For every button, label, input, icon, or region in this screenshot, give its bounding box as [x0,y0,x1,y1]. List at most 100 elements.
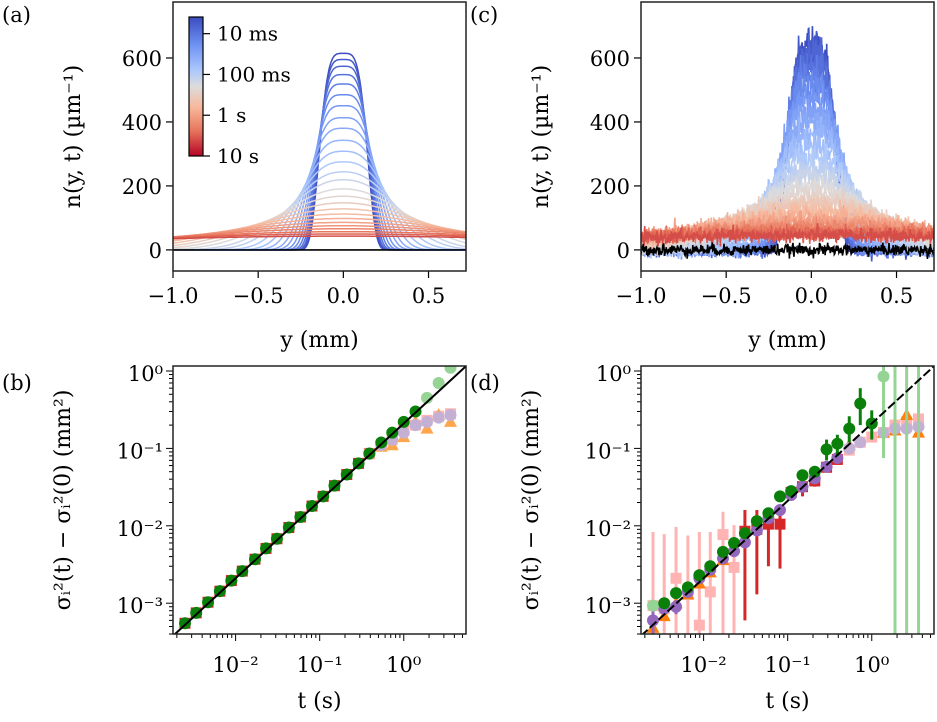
circle-marker [796,469,809,482]
profile-curve [173,233,466,239]
y-tick-label: 200 [122,175,162,199]
circle-marker [820,460,833,473]
profile-curve [173,228,466,238]
y-tick-label: 600 [590,47,630,71]
y-tick-label: 10⁰ [128,362,163,386]
panel-d: (d) 10⁻² 10⁻¹ 10⁰ 10⁻³ 10⁻² 10⁻¹ 10⁰ t (s) σᵢ²(t)… [470,362,935,714]
y-tick-label: 10⁰ [596,362,631,386]
circle-marker [773,490,786,503]
circle-marker [420,415,433,428]
circle-marker [670,600,683,613]
axes-frame [640,365,935,635]
data-series [658,388,878,610]
circle-marker [843,442,856,455]
y-axis-label: n(y, t) (µm⁻¹) [61,65,86,208]
circle-marker [444,366,457,374]
colorbar-tick-label: 100 ms [217,62,291,86]
circle-marker [282,521,295,534]
circle-marker [409,419,422,432]
square-marker [704,586,716,598]
y-tick-label: 400 [122,111,162,135]
data-series [843,420,925,455]
circle-marker [785,485,798,498]
panel-a: (a) −1.0 −0.5 0.0 0.5 0 200 400 600 10 ms 100 ms 1 … [2,1,467,353]
circle-marker [432,376,445,389]
profile-curve [173,179,466,251]
panel-c: (c) −1.0 −0.5 0.0 0.5 0 200 400 600 y (mm) n(y, t)… [470,1,935,353]
y-tick-label: 10⁻³ [117,594,163,618]
panel-label: (c) [470,3,498,27]
x-tick-label: 0.0 [795,284,828,308]
panel-label: (b) [2,371,32,395]
axes-frame [172,1,467,272]
colorbar-gradient [188,16,204,157]
y-tick-label: 10⁻² [585,517,631,541]
x-axis-label: y (mm) [279,328,358,353]
circle-marker [808,465,821,478]
y-axis-label: σᵢ²(t) − σᵢ²(0) (mm²) [51,390,76,611]
y-tick-label: 10⁻¹ [585,439,631,463]
data-series [420,366,457,404]
profile-curve [173,230,466,238]
fit-line [641,366,934,634]
fit-line [173,366,466,634]
y-tick-label: 0 [617,239,630,263]
x-tick-label: 10⁻¹ [765,653,811,677]
square-marker [774,518,786,530]
circle-marker [444,409,457,422]
circle-marker [670,587,683,600]
colorbar-tick-label: 10 ms [217,22,278,46]
y-tick-label: 0 [149,239,162,263]
panel-b: (b) 10⁻² 10⁻¹ 10⁰ 10⁻³ 10⁻² 10⁻¹ 10⁰ t (s) σᵢ²(t)… [2,362,467,714]
panel-label: (d) [470,371,500,395]
x-tick-label: 10⁻¹ [297,653,343,677]
x-tick-label: 0.5 [880,284,913,308]
circle-marker [190,606,203,619]
circle-marker [877,370,890,383]
y-axis-label: n(y, t) (µm⁻¹) [529,65,554,208]
x-tick-label: 10⁻² [680,653,726,677]
profile-curve [641,223,934,247]
x-axis-label: t (s) [297,689,341,714]
circle-marker [728,536,741,549]
y-tick-label: 10⁻² [117,517,163,541]
colorbar: 10 ms 100 ms 1 s 10 s [188,16,291,168]
circle-marker [658,597,671,610]
x-tick-label: 10⁰ [386,653,421,677]
x-tick-label: −0.5 [701,284,752,308]
y-tick-label: 10⁻³ [585,594,631,618]
x-tick-label: −1.0 [616,284,667,308]
y-tick-label: 200 [590,175,630,199]
y-tick-label: 600 [122,47,162,71]
circle-marker [432,411,445,424]
circle-marker [716,545,729,558]
profile-curve [173,225,466,238]
circle-marker [363,447,376,460]
circle-marker [352,457,365,470]
x-tick-label: 10⁻² [212,653,258,677]
circle-marker [843,422,856,435]
circle-marker [831,437,844,450]
panel-label: (a) [2,3,31,27]
circle-marker [260,542,273,555]
circle-marker [420,391,433,404]
square-marker [693,619,705,631]
y-axis-label: σᵢ²(t) − σᵢ²(0) (mm²) [519,390,544,611]
circle-marker [854,397,867,410]
circle-marker [820,443,833,456]
background-trace [641,242,934,259]
square-marker [717,529,729,541]
circle-marker [294,510,307,523]
plot-area [173,52,466,251]
circle-marker [854,436,867,449]
axes-frame [640,1,935,272]
data-series [739,453,843,621]
x-tick-label: −1.0 [148,284,199,308]
square-marker [670,572,682,584]
plot-area [641,26,934,262]
plot-area [173,366,466,634]
circle-marker [738,536,751,549]
x-axis-label: t (s) [765,689,809,714]
data-series [646,366,921,634]
